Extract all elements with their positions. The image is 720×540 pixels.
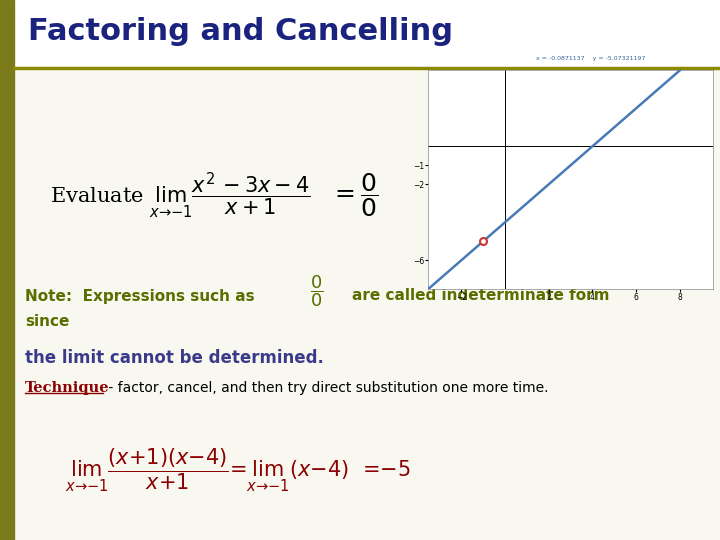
- Text: $= \dfrac{0}{0}$: $= \dfrac{0}{0}$: [330, 171, 379, 219]
- Text: Note:  Expressions such as: Note: Expressions such as: [25, 288, 255, 303]
- Bar: [0, 0, 14, 540]
- Text: since: since: [25, 314, 69, 329]
- Text: the limit cannot be determined.: the limit cannot be determined.: [25, 349, 324, 367]
- Text: Evaluate $\lim_{x \to -1} \dfrac{x^2 - 3x - 4}{x + 1}$: Evaluate $\lim_{x \to -1} \dfrac{x^2 - 3…: [50, 170, 310, 220]
- Bar: [14, 68, 720, 540]
- Bar: [14, 0, 720, 68]
- Text: $\dfrac{0}{0}$: $\dfrac{0}{0}$: [310, 273, 323, 309]
- Text: x = -0.0871137    y = -5.07321197: x = -0.0871137 y = -5.07321197: [536, 57, 646, 62]
- Text: Factoring and Cancelling: Factoring and Cancelling: [28, 17, 453, 46]
- Text: - factor, cancel, and then try direct substitution one more time.: - factor, cancel, and then try direct su…: [104, 381, 549, 395]
- Text: $\lim_{x \to -1} \dfrac{(x+1)(x-4)}{x+1} = \lim_{x \to -1}(x-4) \ \ = -5$: $\lim_{x \to -1} \dfrac{(x+1)(x-4)}{x+1}…: [65, 446, 410, 494]
- Text: are called indeterminate form: are called indeterminate form: [352, 288, 610, 303]
- Text: Technique: Technique: [25, 381, 109, 395]
